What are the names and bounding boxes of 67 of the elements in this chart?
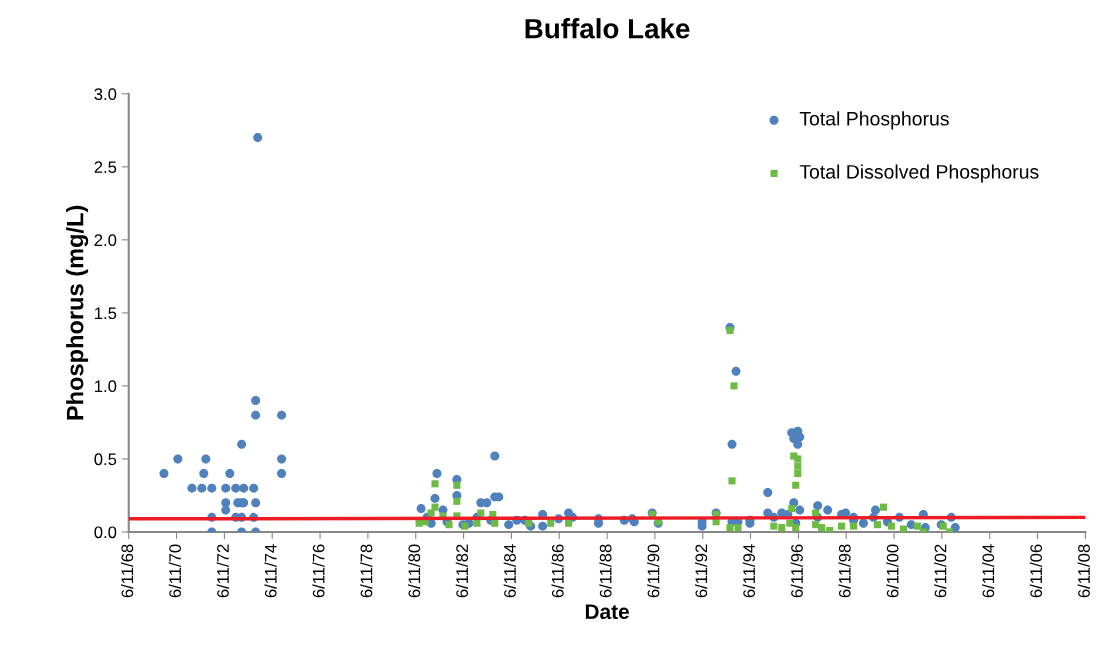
x-tick-label: 6/11/70: [168, 544, 182, 598]
x-tick-label: 6/11/72: [216, 544, 229, 598]
x-tick-label: 6/11/96: [790, 544, 803, 598]
point: [547, 519, 555, 527]
point: [734, 524, 742, 532]
x-tick-label: 6/11/08: [1077, 544, 1090, 598]
x-tick-label: 6/11/78: [360, 544, 373, 598]
x-tick-label: 6/11/94: [742, 544, 756, 598]
point: [770, 522, 778, 530]
point: [473, 519, 481, 527]
point: [525, 519, 533, 527]
x-tick-label: 6/11/88: [599, 544, 612, 598]
y-tick-label: 3.0: [94, 88, 117, 100]
point: [728, 477, 736, 485]
point: [786, 519, 794, 527]
x-tick-label: 6/11/04: [981, 544, 995, 598]
point: [477, 509, 485, 517]
point: [913, 522, 921, 530]
x-tick-label: 6/11/84: [503, 544, 516, 598]
point: [431, 503, 439, 511]
x-tick-label: 6/11/74: [264, 544, 277, 598]
point: [491, 519, 499, 527]
y-tick-label: 1.0: [95, 380, 117, 393]
y-axis-title: Phosphorus (mg/L): [66, 205, 89, 420]
y-tick-label: 1.5: [95, 307, 117, 320]
point: [812, 521, 820, 529]
point: [794, 455, 802, 463]
x-tick-label: 6/11/00: [886, 544, 899, 598]
x-axis-title: Date: [585, 604, 629, 620]
x-tick-label: 6/11/68: [120, 544, 134, 598]
point: [778, 524, 786, 532]
point: [873, 521, 881, 529]
point: [792, 524, 800, 532]
x-tick-label: 6/11/76: [312, 544, 325, 598]
point: [792, 481, 800, 489]
point: [850, 522, 858, 530]
chart-title: Buffalo Lake: [525, 18, 690, 39]
x-tick-label: 6/11/98: [838, 544, 851, 598]
x-tick-label: 6/11/86: [551, 544, 564, 598]
x-tick-label: 6/11/06: [1029, 544, 1043, 598]
y-tick-label: 2.0: [94, 234, 117, 247]
point: [794, 462, 802, 470]
x-tick-label: 6/11/82: [455, 544, 469, 598]
point: [453, 497, 461, 505]
point: [887, 522, 895, 530]
legend-label: Total Phosphorus: [799, 111, 949, 130]
point: [726, 524, 734, 532]
point: [899, 525, 907, 532]
point: [788, 505, 796, 513]
x-tick-label: 6/11/92: [694, 544, 708, 598]
point: [826, 526, 834, 532]
point: [565, 519, 573, 527]
point: [879, 503, 888, 511]
point: [445, 521, 453, 529]
y-tick-label: 2.5: [94, 161, 117, 174]
point: [431, 480, 439, 488]
point: [818, 524, 826, 532]
legend-label: Total Dissolved Phosphorus: [799, 164, 1039, 183]
x-tick-label: 6/11/02: [934, 544, 947, 598]
y-tick-label: 0.5: [94, 453, 117, 466]
point: [794, 470, 802, 478]
point: [838, 522, 846, 530]
point: [453, 481, 461, 489]
point: [730, 382, 738, 390]
y-tick-label: 0.0: [94, 526, 117, 539]
x-tick-label: 6/11/90: [647, 544, 660, 598]
x-tick-label: 6/11/80: [407, 544, 421, 598]
